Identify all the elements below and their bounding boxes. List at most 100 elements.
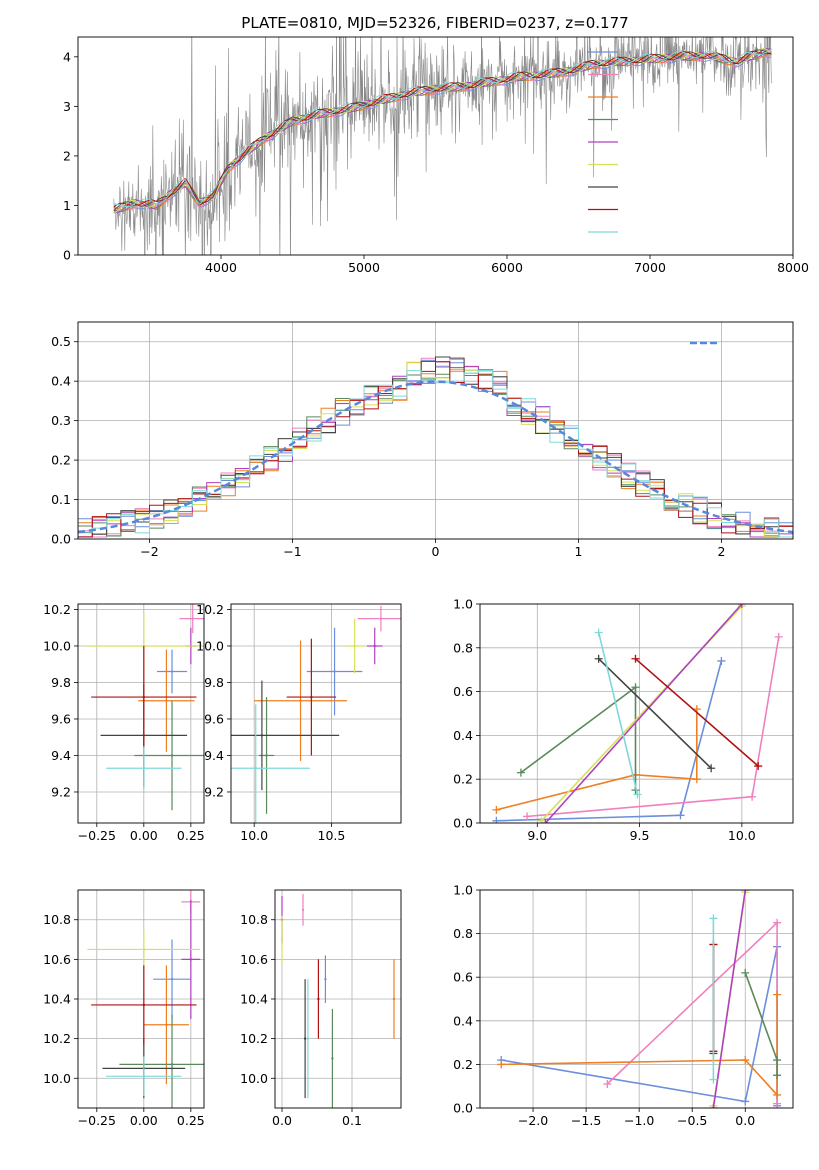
plus-marker [737, 604, 746, 608]
x-tick-label: 6000 [491, 260, 523, 275]
data-point [142, 1003, 146, 1007]
y-tick-label: 0.8 [453, 640, 473, 655]
plus-marker [773, 990, 782, 999]
data-point [170, 754, 174, 757]
model-spectrum-line [113, 48, 772, 208]
y-tick-label: 0.5 [51, 334, 71, 349]
y-tick-label: 0.6 [453, 970, 473, 985]
plus-marker [492, 816, 501, 823]
plus-marker [741, 1097, 750, 1106]
residual-histogram [78, 359, 793, 538]
x-tick-label: 1 [575, 544, 583, 559]
plus-marker [692, 775, 701, 784]
y-tick-label: 10.0 [43, 638, 71, 653]
axes-frame [77, 321, 794, 540]
data-point [373, 644, 376, 648]
mass-weight-line [501, 994, 778, 1097]
plus-marker [709, 1075, 718, 1084]
plus-marker [741, 890, 750, 894]
x-tick-label: −0.25 [78, 1113, 116, 1128]
data-point [142, 767, 146, 770]
y-tick-label: 10.2 [43, 1031, 71, 1046]
x-tick-label: 0.1 [342, 1113, 362, 1128]
x-tick-label: 2 [718, 544, 726, 559]
plus-marker [773, 918, 782, 927]
plot-area [231, 605, 401, 823]
plus-marker [773, 1056, 782, 1065]
x-tick-label: 0 [432, 544, 440, 559]
x-tick-label: −0.25 [78, 828, 116, 843]
y-tick-label: 1.0 [453, 883, 473, 898]
y-tick-label: 10.6 [240, 952, 268, 967]
data-point [310, 695, 313, 699]
x-tick-label: 9.5 [630, 828, 650, 843]
plus-marker [773, 1071, 782, 1080]
figure-title: PLATE=0810, MJD=52326, FIBERID=0237, z=0… [241, 14, 628, 32]
y-tick-label: 3 [63, 99, 71, 114]
data-point [280, 938, 284, 941]
y-tick-label: 0.0 [453, 1101, 473, 1116]
y-tick-label: 9.6 [204, 711, 224, 726]
axes-frame [77, 889, 205, 1109]
x-tick-label: 10.0 [728, 828, 756, 843]
y-tick-label: 0.4 [51, 374, 71, 389]
plus-marker [774, 632, 783, 641]
y-tick-label: 0.2 [453, 772, 473, 787]
data-point [189, 958, 193, 961]
plus-marker [603, 1080, 612, 1089]
y-tick-label: 1.0 [453, 597, 473, 612]
data-point [353, 644, 356, 648]
mass-weight-line [598, 658, 712, 769]
plus-marker [748, 792, 757, 801]
plus-marker [741, 1056, 750, 1065]
plus-marker [541, 819, 550, 823]
data-point [301, 908, 305, 912]
x-tick-label: 5000 [348, 260, 380, 275]
plot-area [497, 890, 782, 1108]
data-point [333, 670, 336, 673]
plot-area [492, 604, 783, 823]
x-tick-label: 0.25 [177, 1113, 205, 1128]
plus-marker [516, 768, 525, 777]
y-tick-label: 0.8 [453, 926, 473, 941]
plus-marker [497, 1060, 506, 1069]
residual-histogram [78, 361, 793, 538]
y-tick-label: 2 [63, 148, 71, 163]
data-point [254, 767, 257, 770]
data-point [265, 754, 268, 757]
plus-marker [631, 654, 640, 663]
y-tick-label: 9.2 [204, 784, 224, 799]
axes-frame [274, 889, 402, 1109]
mass-weight-line [544, 604, 743, 823]
plot-area [280, 893, 396, 1108]
y-tick-label: 10.4 [43, 992, 71, 1007]
data-point [392, 997, 396, 1001]
mass-weight-line [712, 890, 747, 1108]
y-tick-label: 10.4 [240, 992, 268, 1007]
y-tick-label: 0.2 [453, 1057, 473, 1072]
mass-weight-line [634, 658, 759, 767]
age-vs-mass-panel: 10.0 10.5 9.2 9.4 9.6 9.8 10.0 10.2 [196, 602, 402, 843]
y-tick-label: 10.8 [240, 912, 268, 927]
y-tick-label: 10.2 [196, 602, 224, 617]
plus-marker [594, 628, 603, 637]
mass-weight-line [496, 709, 698, 811]
data-point [170, 1063, 174, 1066]
data-point [299, 699, 302, 702]
y-tick-label: 9.8 [204, 675, 224, 690]
residuals-panel: −2 −1 0 1 2 0.0 0.1 0.2 0.3 0.4 0.5 [51, 321, 794, 559]
y-tick-label: 0.3 [51, 413, 71, 428]
y-tick-label: 4 [63, 49, 71, 64]
x-tick-label: −0.5 [677, 1113, 707, 1128]
x-tick-label: 9.0 [527, 828, 547, 843]
plus-marker [754, 762, 763, 771]
age-vs-metallicity-panel: −0.25 0.00 0.25 9.2 9.4 9.6 9.8 10.0 10.2 [43, 602, 205, 843]
data-point [142, 948, 146, 951]
x-tick-label: 10.5 [318, 828, 346, 843]
plus-marker [492, 805, 501, 814]
x-tick-label: 10.0 [240, 828, 268, 843]
x-tick-label: 0.0 [272, 1113, 292, 1128]
plus-marker [676, 811, 685, 820]
y-tick-label: 0.4 [453, 728, 473, 743]
data-point [165, 1023, 168, 1026]
